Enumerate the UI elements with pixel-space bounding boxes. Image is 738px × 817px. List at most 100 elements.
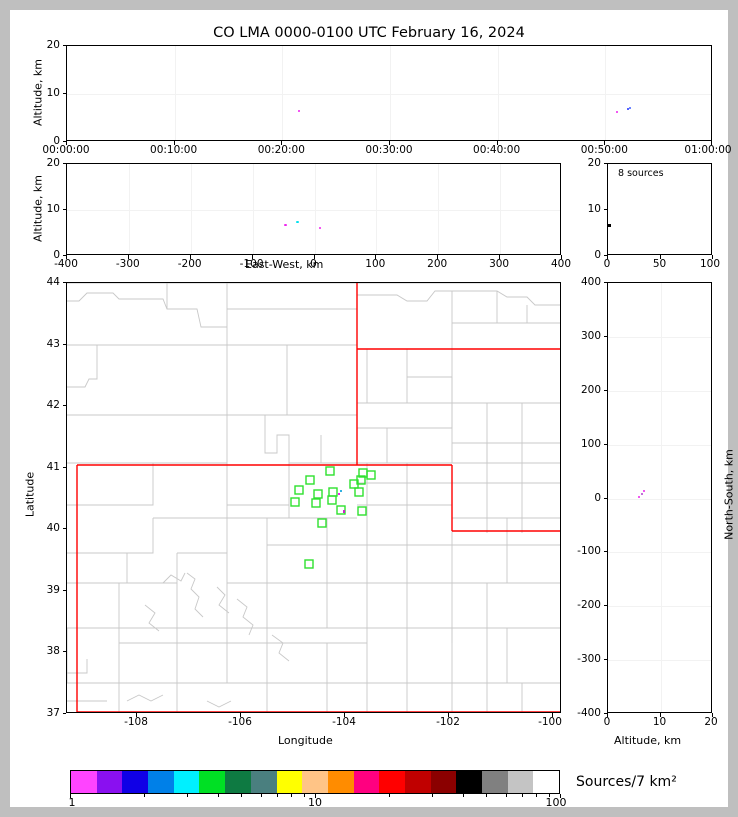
xtick-label: 0 [310, 258, 317, 270]
xtick-label: 00:20:00 [257, 144, 305, 156]
ytick-label: 10 [46, 203, 60, 215]
colorbar-swatch-7 [250, 771, 277, 793]
colorbar-swatch-18 [533, 771, 560, 793]
ytick-label: -400 [577, 707, 601, 719]
xtick-label: 100 [699, 258, 721, 270]
xtick-label: -100 [538, 716, 562, 728]
colorbar-minor-tick [522, 794, 524, 797]
colorbar-swatch-10 [327, 771, 354, 793]
ytick-label: 44 [46, 276, 60, 288]
xtick-label: 300 [489, 258, 510, 270]
colorbar-tick-label: 100 [545, 796, 567, 809]
source-point [643, 490, 645, 492]
gridline [67, 210, 560, 211]
colorbar-minor-tick [241, 794, 243, 797]
ytick-label: 400 [580, 276, 601, 288]
gridline [605, 46, 607, 140]
source-point [627, 108, 629, 110]
colorbar-label: Sources/7 km² [576, 774, 677, 790]
xtick-label: -200 [177, 258, 202, 270]
altitude-vs-north-south-panel [607, 282, 712, 713]
source-point [319, 227, 321, 229]
xtick-label: 0 [603, 258, 611, 270]
xlabel-longitude: Longitude [278, 734, 333, 747]
histogram-bar [608, 224, 611, 227]
colorbar-swatch-0 [71, 771, 97, 793]
xtick-label: -100 [239, 258, 264, 270]
xtick-label: 0 [603, 716, 611, 728]
colorbar-swatch-9 [302, 771, 328, 793]
colorbar-swatch-16 [482, 771, 508, 793]
colorbar-swatch-3 [148, 771, 174, 793]
ytick-label: 43 [46, 337, 60, 350]
colorbar-swatch-12 [379, 771, 405, 793]
ytick-label: 20 [46, 157, 60, 169]
colorbar-minor-tick [291, 794, 293, 797]
colorbar-minor-tick [388, 794, 390, 797]
source-point [629, 107, 631, 109]
colorbar-swatch-11 [353, 771, 380, 793]
colorbar-minor-tick [186, 794, 188, 797]
xtick-label: -400 [54, 258, 78, 270]
xtick-label: 00:40:00 [473, 144, 521, 156]
xtick-label: 100 [365, 258, 386, 270]
source-point [284, 224, 287, 226]
ytick-label: 10 [587, 203, 601, 215]
xtick-label: -104 [332, 716, 356, 728]
gridline [390, 46, 391, 140]
colorbar-minor-tick [536, 794, 538, 797]
colorbar-swatch-14 [430, 771, 457, 793]
colorbar-swatch-4 [173, 771, 200, 793]
xtick-label: 00:00:00 [42, 144, 90, 156]
xtick-label: 00:30:00 [365, 144, 413, 156]
colorbar-swatch-13 [404, 771, 431, 793]
xtick-label: 10 [652, 716, 667, 728]
xlabel-east-west: East-West, km [245, 258, 324, 271]
colorbar-minor-tick [505, 794, 507, 797]
altitude-histogram-panel: 8 sources [607, 163, 712, 255]
colorbar-minor-tick [217, 794, 219, 797]
colorbar-minor-tick [260, 794, 262, 797]
colorbar-swatch-17 [507, 771, 534, 793]
colorbar-minor-tick [277, 794, 279, 797]
east-west-vs-altitude-panel [66, 163, 561, 255]
ytick-label: 38 [46, 645, 60, 658]
xtick-label: -300 [115, 258, 140, 270]
source-point [638, 496, 640, 498]
xtick-label: 20 [704, 716, 718, 728]
colorbar-minor-tick [143, 794, 145, 797]
colorbar-swatch-1 [96, 771, 123, 793]
ytick-label: 200 [580, 383, 601, 396]
ytick-label: 100 [580, 437, 601, 450]
colorbar-minor-tick [548, 794, 550, 797]
colorbar-swatch-2 [122, 771, 149, 793]
ytick-label: 39 [46, 583, 60, 596]
xtick-label: -108 [124, 716, 148, 728]
ytick-label: 42 [46, 399, 60, 412]
colorbar-swatch-8 [276, 771, 303, 793]
xtick-label: 00:10:00 [150, 144, 198, 156]
ylabel-north-south: North-South, km [722, 449, 736, 540]
ylabel-altitude: Altitude, km [31, 174, 45, 243]
gridline [497, 46, 499, 140]
ylabel-latitude: Latitude [23, 471, 37, 518]
colorbar-swatch-15 [456, 771, 482, 793]
xtick-label: -102 [436, 716, 460, 728]
ytick-label: 0 [53, 249, 60, 261]
xtick-label: 00:50:00 [580, 144, 628, 156]
colorbar-minor-tick [303, 794, 305, 797]
ytick-label: 41 [46, 460, 60, 473]
page-title: CO LMA 0000-0100 UTC February 16, 2024 [213, 25, 525, 41]
source-point [298, 110, 300, 112]
source-point [641, 493, 643, 495]
colorbar-minor-tick [431, 794, 433, 797]
lma-figure: CO LMA 0000-0100 UTC February 16, 2024 2… [10, 10, 736, 809]
gridline [282, 46, 284, 140]
source-point [296, 221, 299, 223]
xtick-label: 50 [652, 258, 667, 270]
colorbar-minor-tick [462, 794, 464, 797]
xtick-label: -106 [228, 716, 252, 728]
ytick-label: 300 [580, 329, 601, 342]
colorbar-tick-label: 10 [308, 796, 322, 809]
xtick-label: 400 [550, 258, 572, 270]
